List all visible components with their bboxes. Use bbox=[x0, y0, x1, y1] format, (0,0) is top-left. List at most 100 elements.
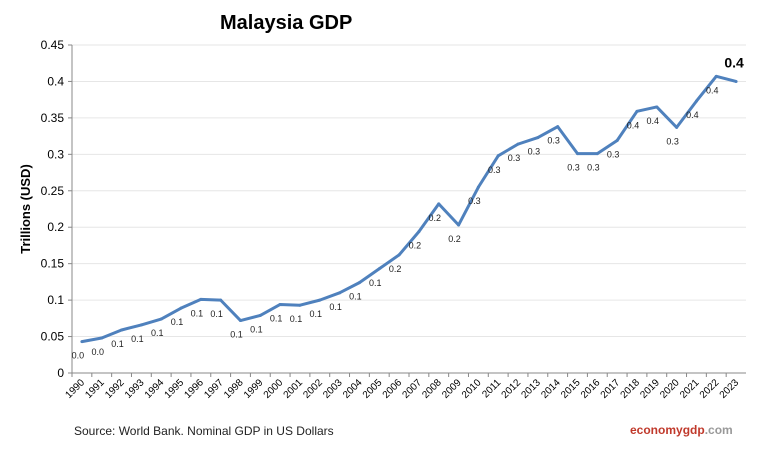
data-label: 0.1 bbox=[131, 334, 144, 344]
data-label: 0.4 bbox=[686, 110, 699, 120]
x-tick-label: 2013 bbox=[519, 377, 543, 401]
data-label: 0.1 bbox=[270, 313, 283, 323]
data-point bbox=[734, 79, 738, 83]
data-point bbox=[139, 323, 143, 327]
x-tick-label: 1996 bbox=[182, 377, 206, 401]
x-tick-label: 2021 bbox=[678, 377, 702, 401]
x-tick-label: 2011 bbox=[480, 377, 503, 400]
data-point bbox=[159, 317, 163, 321]
data-label: 0.3 bbox=[666, 136, 679, 146]
data-point bbox=[239, 319, 242, 323]
data-point bbox=[437, 202, 441, 206]
x-tick-label: 2005 bbox=[361, 377, 385, 401]
data-label: 0.1 bbox=[210, 309, 223, 319]
y-tick-label: 0 bbox=[57, 366, 64, 380]
x-tick-label: 2000 bbox=[262, 377, 286, 401]
data-point bbox=[377, 267, 381, 271]
x-tick-label: 1998 bbox=[222, 377, 246, 401]
data-point bbox=[80, 340, 84, 344]
x-tick-label: 1997 bbox=[202, 377, 226, 401]
data-label: 0.1 bbox=[369, 278, 382, 288]
data-label: 0.1 bbox=[230, 330, 243, 340]
data-label: 0.3 bbox=[567, 163, 580, 173]
x-tick-label: 1990 bbox=[64, 377, 88, 401]
y-tick-label: 0.15 bbox=[41, 257, 65, 271]
data-label: 0.2 bbox=[428, 213, 441, 223]
data-label: 0.4 bbox=[706, 85, 719, 95]
data-point bbox=[278, 302, 282, 306]
data-label: 0.1 bbox=[250, 324, 263, 334]
x-tick-label: 2018 bbox=[619, 377, 643, 401]
data-label: 0.3 bbox=[488, 165, 501, 175]
data-label: 0.1 bbox=[329, 302, 342, 312]
data-label: 0.3 bbox=[547, 136, 560, 146]
x-tick-label: 2004 bbox=[341, 377, 365, 401]
data-point bbox=[298, 303, 302, 307]
x-tick-label: 2020 bbox=[658, 377, 682, 401]
data-point bbox=[595, 152, 599, 156]
data-point bbox=[615, 138, 619, 142]
y-tick-label: 0.3 bbox=[47, 147, 64, 161]
data-label: 0.1 bbox=[111, 339, 124, 349]
data-label: 0.1 bbox=[349, 292, 362, 302]
y-tick-label: 0.25 bbox=[41, 184, 65, 198]
y-axis-label: Trillions (USD) bbox=[18, 164, 33, 254]
x-tick-label: 1999 bbox=[242, 377, 266, 401]
x-tick-label: 2003 bbox=[321, 377, 345, 401]
y-tick-label: 0.05 bbox=[41, 330, 65, 344]
y-tick-label: 0.1 bbox=[47, 293, 64, 307]
x-tick-label: 2022 bbox=[698, 377, 722, 401]
x-tick-label: 1993 bbox=[123, 377, 147, 401]
data-point bbox=[556, 125, 560, 129]
data-point bbox=[476, 185, 480, 189]
x-tick-label: 2012 bbox=[500, 377, 524, 401]
x-tick-label: 2008 bbox=[420, 377, 444, 401]
data-point bbox=[357, 281, 361, 285]
data-point bbox=[318, 298, 322, 302]
data-label: 0.2 bbox=[409, 241, 422, 251]
x-tick-label: 2019 bbox=[638, 377, 662, 401]
data-point bbox=[338, 291, 342, 295]
brand-part: .com bbox=[704, 423, 733, 437]
data-point bbox=[714, 74, 718, 78]
source-note: Source: World Bank. Nominal GDP in US Do… bbox=[74, 424, 334, 438]
y-tick-label: 0.4 bbox=[47, 74, 64, 88]
data-point bbox=[397, 253, 401, 257]
x-tick-label: 2017 bbox=[599, 377, 623, 401]
x-tick-label: 2001 bbox=[282, 377, 306, 401]
data-label: 0.2 bbox=[389, 264, 402, 274]
data-point bbox=[417, 230, 421, 234]
data-point bbox=[536, 136, 540, 140]
chart-title: Malaysia GDP bbox=[220, 12, 353, 34]
data-label: 0.3 bbox=[528, 147, 541, 157]
data-label: 0.3 bbox=[508, 153, 521, 163]
brand-part: economy bbox=[630, 423, 683, 437]
data-label: 0.0 bbox=[72, 351, 85, 361]
data-point bbox=[219, 298, 223, 302]
x-tick-label: 2009 bbox=[440, 377, 464, 401]
data-label: 0.1 bbox=[191, 308, 204, 318]
data-point bbox=[576, 152, 579, 156]
x-tick-label: 2023 bbox=[718, 377, 742, 401]
data-label: 0.1 bbox=[171, 317, 184, 327]
y-tick-label: 0.2 bbox=[47, 220, 64, 234]
data-point bbox=[675, 125, 679, 129]
y-tick-label: 0.45 bbox=[41, 38, 65, 52]
data-point bbox=[457, 223, 461, 227]
data-label: 0.1 bbox=[290, 314, 303, 324]
data-label: 0.3 bbox=[587, 163, 600, 173]
data-point bbox=[100, 336, 104, 340]
data-label: 0.0 bbox=[91, 347, 104, 357]
x-tick-label: 2006 bbox=[381, 377, 405, 401]
x-tick-label: 2014 bbox=[539, 377, 563, 401]
data-point bbox=[199, 297, 203, 301]
x-tick-label: 1991 bbox=[83, 377, 107, 401]
x-tick-label: 2007 bbox=[401, 377, 425, 401]
data-point bbox=[258, 313, 262, 317]
data-point bbox=[179, 306, 183, 310]
x-tick-label: 1995 bbox=[163, 377, 187, 401]
data-label-latest: 0.4 bbox=[724, 54, 744, 70]
data-point bbox=[516, 142, 520, 146]
data-line bbox=[81, 74, 737, 344]
